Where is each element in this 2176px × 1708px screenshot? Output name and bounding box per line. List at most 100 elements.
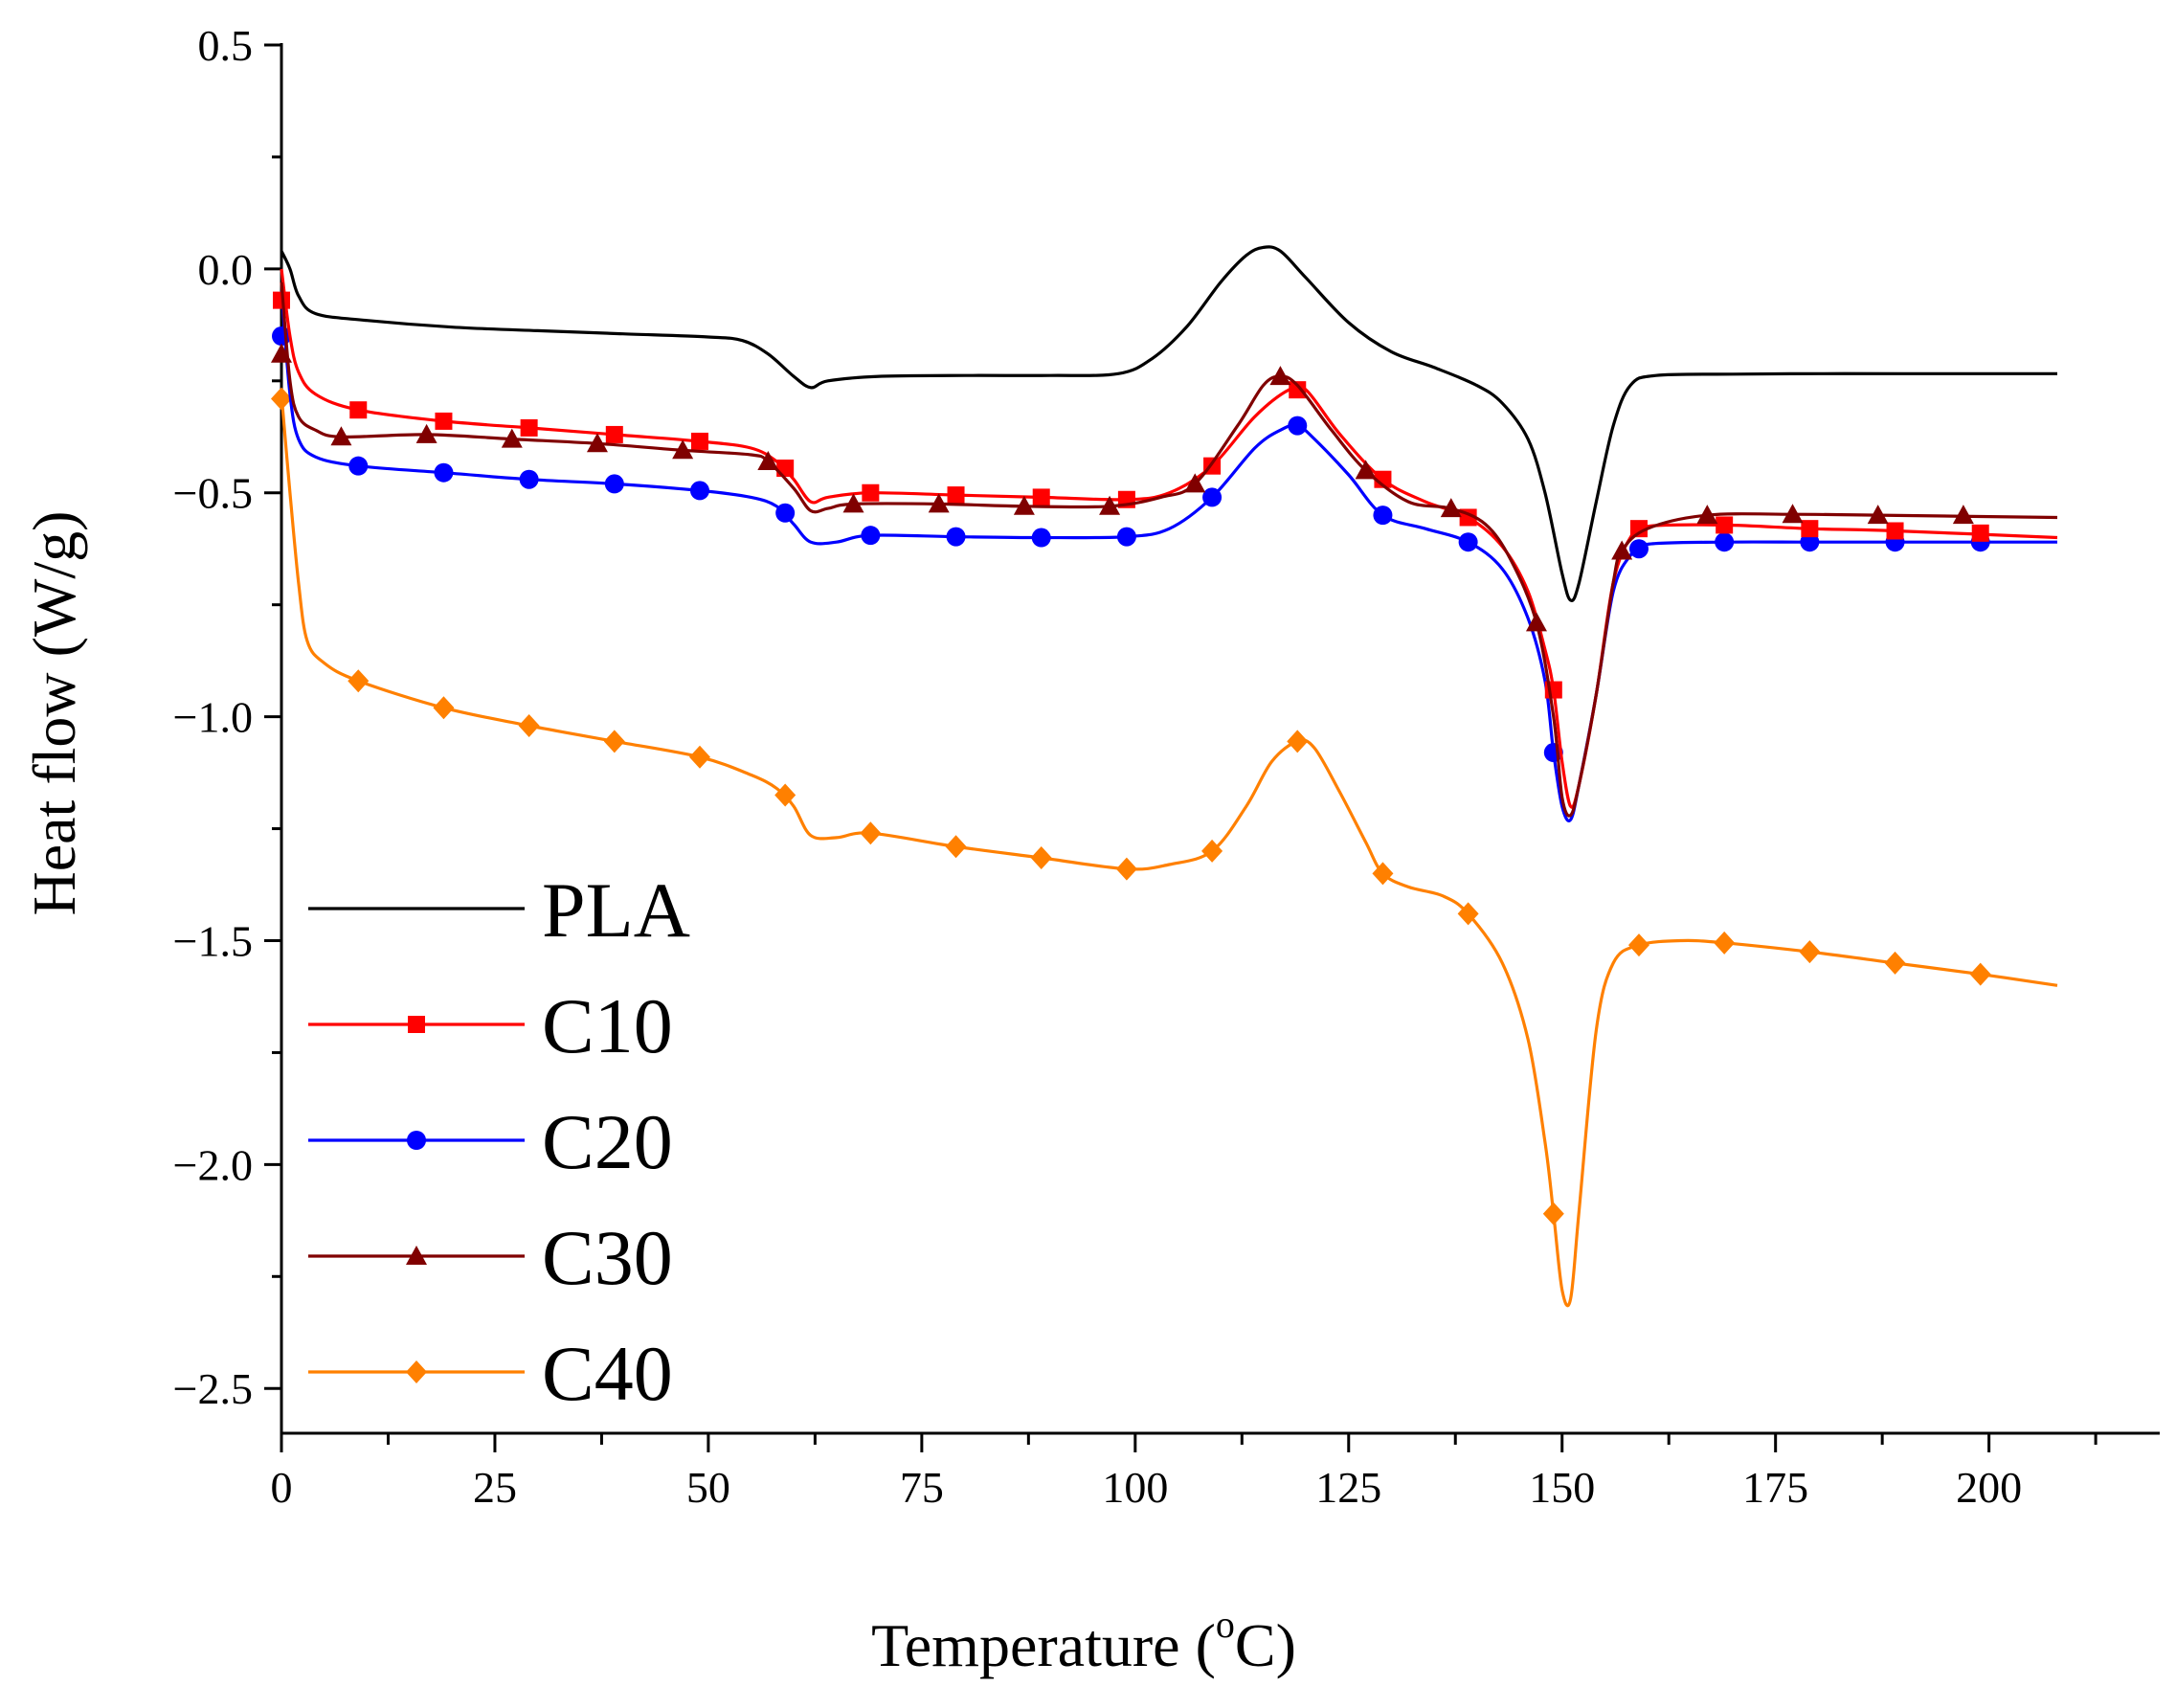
data-point-c40 bbox=[1457, 902, 1479, 926]
data-point-c10 bbox=[1032, 488, 1050, 506]
y-tick-label: −0.5 bbox=[173, 469, 253, 518]
legend-item-c20: C20 bbox=[308, 1098, 673, 1185]
legend-item-c10: C10 bbox=[308, 982, 673, 1069]
series-line-c30 bbox=[280, 281, 2058, 818]
data-point-c40 bbox=[860, 821, 882, 845]
data-point-c40 bbox=[518, 713, 540, 737]
data-point-c40 bbox=[774, 783, 796, 807]
data-point-c40 bbox=[271, 387, 292, 411]
legend: PLA C10 C20 C30 C40 bbox=[308, 866, 690, 1417]
y-tick-label: −2.0 bbox=[173, 1140, 253, 1189]
data-point-c10 bbox=[520, 418, 538, 437]
legend-item-pla: PLA bbox=[308, 866, 690, 954]
x-tick-label: 150 bbox=[1529, 1463, 1595, 1512]
legend-marker bbox=[406, 1246, 427, 1265]
y-axis-title: Heat flow (W/g) bbox=[20, 511, 88, 916]
data-point-c30 bbox=[415, 423, 437, 443]
data-point-c20 bbox=[1031, 528, 1051, 548]
data-point-c40 bbox=[348, 669, 370, 693]
data-point-c40 bbox=[1030, 845, 1052, 869]
x-axis-title-sup: o bbox=[1216, 1603, 1235, 1646]
data-point-c30 bbox=[757, 451, 779, 470]
data-point-c10 bbox=[349, 401, 368, 419]
data-point-c10 bbox=[947, 486, 965, 505]
x-tick-label: 25 bbox=[473, 1463, 517, 1512]
data-point-c10 bbox=[690, 432, 708, 450]
data-point-c40 bbox=[688, 745, 710, 769]
data-point-c10 bbox=[1801, 520, 1819, 538]
data-point-c40 bbox=[433, 696, 455, 720]
data-point-c20 bbox=[1116, 527, 1136, 547]
data-point-c10 bbox=[605, 425, 623, 443]
data-point-c20 bbox=[1288, 416, 1308, 436]
x-tick-label: 175 bbox=[1742, 1463, 1808, 1512]
data-point-c40 bbox=[603, 730, 625, 753]
data-point-c30 bbox=[842, 493, 864, 513]
data-point-c10 bbox=[1629, 520, 1648, 538]
data-point-c30 bbox=[1440, 498, 1462, 518]
y-tick-label: −1.5 bbox=[173, 916, 253, 965]
data-point-c10 bbox=[1971, 524, 1989, 542]
series-line-c20 bbox=[280, 291, 2057, 822]
data-point-c30 bbox=[1782, 504, 1804, 524]
y-tick-label: −1.0 bbox=[173, 693, 253, 742]
data-point-c40 bbox=[945, 835, 967, 859]
series-c20 bbox=[272, 291, 2057, 822]
x-tick-label: 50 bbox=[686, 1463, 730, 1512]
data-point-c10 bbox=[435, 412, 453, 430]
data-point-c40 bbox=[1627, 933, 1649, 957]
legend-label: C40 bbox=[542, 1330, 673, 1417]
data-point-c40 bbox=[1969, 962, 1991, 986]
data-point-c30 bbox=[271, 343, 292, 363]
data-point-c10 bbox=[1289, 381, 1307, 399]
data-point-c30 bbox=[1611, 540, 1633, 560]
axes-layer: 0.5 0.0 −0.5 −1.0 −1.5 −2.0 −2.5 0 25 50 75 100 125 1… bbox=[173, 21, 2160, 1512]
data-point-c10 bbox=[862, 483, 880, 502]
data-point-c20 bbox=[604, 474, 624, 494]
data-point-c20 bbox=[519, 469, 539, 489]
data-point-c20 bbox=[1628, 539, 1649, 559]
y-tick-label: −2.5 bbox=[173, 1364, 253, 1413]
data-point-c20 bbox=[1800, 532, 1820, 552]
x-axis-title-suffix: C) bbox=[1235, 1611, 1296, 1679]
series-pla bbox=[280, 245, 2058, 602]
data-point-c20 bbox=[434, 462, 454, 483]
legend-item-c40: C40 bbox=[308, 1330, 673, 1417]
x-tick-label: 0 bbox=[271, 1463, 293, 1512]
data-point-c20 bbox=[1373, 506, 1393, 526]
data-point-c30 bbox=[1867, 505, 1889, 525]
series-line-pla bbox=[280, 245, 2058, 602]
data-point-c40 bbox=[1372, 862, 1394, 886]
x-tick-label: 125 bbox=[1315, 1463, 1381, 1512]
data-point-c30 bbox=[1099, 495, 1121, 515]
data-point-c20 bbox=[861, 526, 881, 546]
data-point-c30 bbox=[1525, 612, 1547, 632]
data-point-c20 bbox=[1715, 532, 1735, 552]
x-tick-label: 200 bbox=[1956, 1463, 2022, 1512]
legend-marker bbox=[407, 1131, 426, 1150]
data-point-c30 bbox=[1696, 505, 1718, 525]
data-point-c20 bbox=[775, 503, 796, 523]
data-point-c30 bbox=[1355, 460, 1377, 480]
data-point-c40 bbox=[1287, 730, 1309, 753]
data-point-c10 bbox=[1886, 522, 1904, 540]
series-line-c10 bbox=[280, 268, 2058, 809]
data-point-c30 bbox=[586, 433, 608, 453]
data-point-c10 bbox=[1716, 516, 1734, 534]
x-tick-label: 100 bbox=[1102, 1463, 1168, 1512]
data-point-c30 bbox=[1184, 473, 1206, 493]
data-point-c30 bbox=[501, 428, 523, 448]
data-point-c40 bbox=[1714, 931, 1736, 955]
data-point-c30 bbox=[1013, 495, 1035, 515]
data-point-c20 bbox=[946, 527, 966, 547]
series-c30 bbox=[271, 281, 2058, 818]
data-point-c20 bbox=[1202, 487, 1223, 507]
legend-label: C30 bbox=[542, 1214, 673, 1301]
data-point-c40 bbox=[1884, 951, 1906, 975]
legend-label: C10 bbox=[542, 982, 673, 1069]
data-point-c30 bbox=[928, 493, 950, 513]
data-point-c40 bbox=[1115, 857, 1137, 881]
data-point-c40 bbox=[1201, 839, 1223, 863]
x-axis-title-main: Temperature ( bbox=[871, 1611, 1216, 1679]
